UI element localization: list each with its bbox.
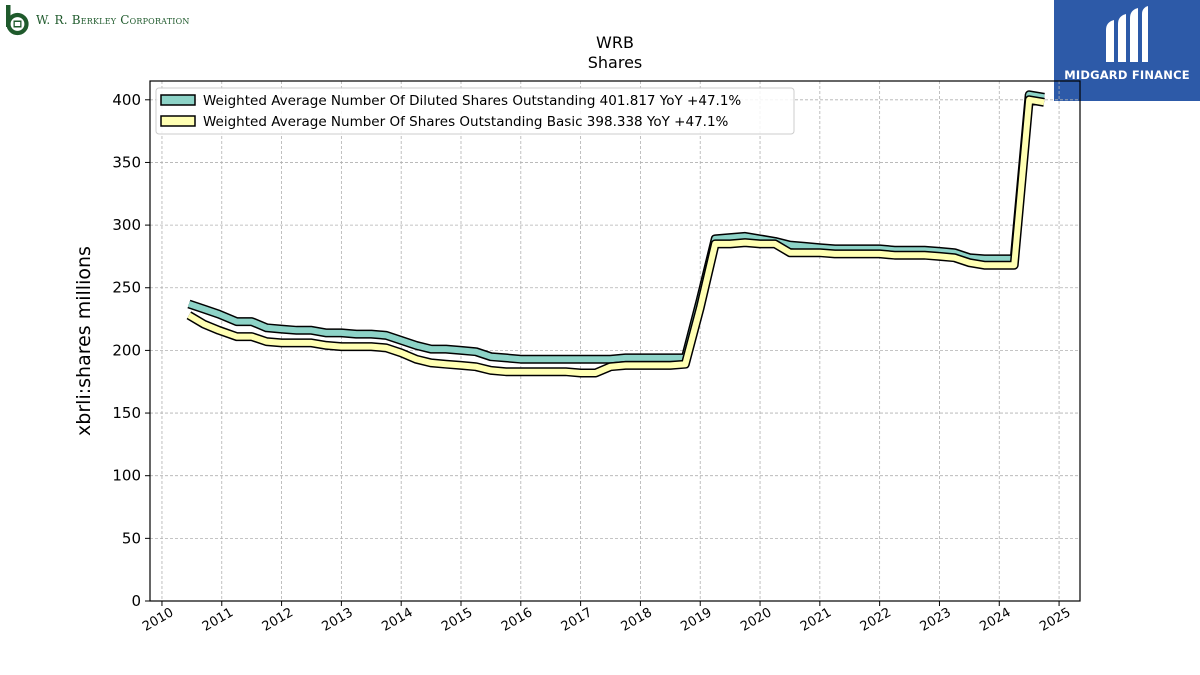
legend-box bbox=[155, 87, 795, 135]
x-tick-label: 2025 bbox=[1037, 605, 1073, 635]
series-layer bbox=[186, 90, 1045, 378]
x-tick-label: 2014 bbox=[379, 605, 415, 635]
legend-label: Weighted Average Number Of Diluted Share… bbox=[203, 93, 741, 109]
x-tick-label: 2013 bbox=[320, 605, 356, 635]
series-line bbox=[187, 91, 1045, 363]
chart-subtitle: Shares bbox=[588, 53, 643, 72]
y-tick-label: 100 bbox=[112, 467, 141, 485]
y-axis-label: xbrli:shares millions bbox=[73, 246, 95, 436]
x-tick-label: 2017 bbox=[559, 605, 595, 635]
series-2 bbox=[186, 95, 1045, 378]
x-tick-label: 2010 bbox=[140, 605, 176, 635]
x-tick-label: 2018 bbox=[619, 605, 655, 635]
company-logo-text: W. R. Berkley Corporation bbox=[36, 13, 190, 27]
series-1 bbox=[187, 90, 1045, 364]
x-tick-label: 2024 bbox=[977, 605, 1013, 635]
legend: Weighted Average Number Of Diluted Share… bbox=[155, 87, 795, 135]
legend-swatch bbox=[160, 94, 196, 106]
y-tick-label: 0 bbox=[131, 592, 141, 610]
berkley-b-logo-icon bbox=[6, 5, 29, 36]
midgard-m-logo-icon bbox=[1106, 6, 1148, 62]
chart-title: WRB bbox=[596, 33, 634, 52]
x-tick-label: 2012 bbox=[260, 605, 296, 635]
plot-frame bbox=[149, 80, 1081, 602]
y-tick-label: 250 bbox=[112, 279, 141, 297]
x-tick-label: 2011 bbox=[200, 605, 236, 635]
y-tick-label: 50 bbox=[122, 529, 141, 547]
x-tick-label: 2016 bbox=[499, 605, 535, 635]
series-line bbox=[187, 96, 1045, 376]
x-tick-label: 2019 bbox=[678, 605, 714, 635]
x-tick-label: 2021 bbox=[798, 605, 834, 635]
y-tick-label: 350 bbox=[112, 153, 141, 171]
company-logo: W. R. Berkley Corporation bbox=[4, 4, 190, 36]
y-tick-label: 300 bbox=[112, 216, 141, 234]
x-tick-label: 2023 bbox=[918, 605, 954, 635]
brand-logo: MIDGARD FINANCE bbox=[1054, 0, 1200, 101]
legend-label: Weighted Average Number Of Shares Outsta… bbox=[203, 114, 729, 130]
x-tick-label: 2022 bbox=[858, 605, 894, 635]
x-tick-label: 2015 bbox=[439, 605, 475, 635]
x-tick-label: 2020 bbox=[738, 605, 774, 635]
brand-logo-text: MIDGARD FINANCE bbox=[1064, 68, 1190, 82]
y-tick-label: 150 bbox=[112, 404, 141, 422]
y-tick-label: 400 bbox=[112, 91, 141, 109]
y-tick-label: 200 bbox=[112, 341, 141, 359]
legend-swatch bbox=[160, 115, 196, 127]
